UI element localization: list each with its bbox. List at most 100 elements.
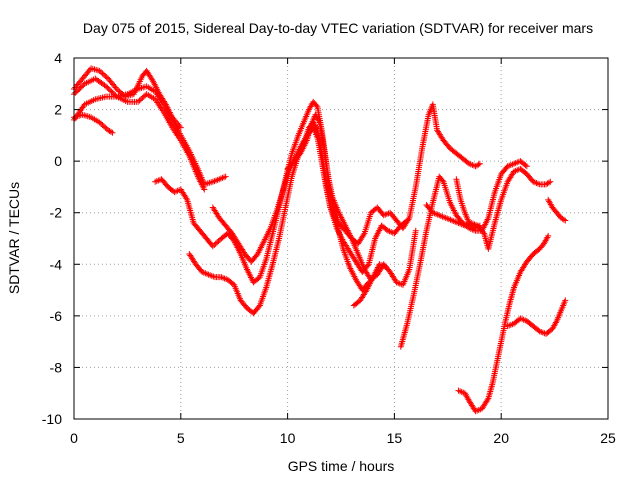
data-point <box>209 243 216 250</box>
data-point <box>111 91 118 98</box>
data-point <box>362 288 369 295</box>
data-point <box>177 124 184 131</box>
data-point <box>562 217 569 224</box>
data-point <box>75 87 82 94</box>
data-point <box>98 120 105 127</box>
x-axis: 0 5 10 15 20 25 <box>70 58 616 446</box>
data-point <box>100 71 107 78</box>
data-point <box>102 124 109 131</box>
data-point <box>183 195 190 202</box>
data-point <box>108 88 115 95</box>
data-point <box>382 263 389 270</box>
data-points <box>71 65 569 415</box>
data-point <box>77 84 84 91</box>
data-point <box>100 123 107 130</box>
data-point <box>137 96 144 103</box>
data-point <box>475 223 482 230</box>
data-point <box>76 85 83 92</box>
data-point <box>475 161 482 168</box>
data-point <box>99 70 106 77</box>
data-point <box>214 239 221 246</box>
series-group <box>455 232 552 415</box>
data-point <box>149 76 156 83</box>
data-point <box>211 241 218 248</box>
data-point <box>96 67 103 74</box>
data-point <box>108 128 115 135</box>
data-point <box>98 69 105 76</box>
data-point <box>73 88 80 95</box>
data-point <box>476 160 483 167</box>
series-group <box>71 111 116 136</box>
data-point <box>139 94 146 101</box>
data-point <box>103 83 110 90</box>
data-point <box>140 93 147 100</box>
data-point <box>104 84 111 91</box>
x-tick-label: 10 <box>280 430 296 446</box>
data-point <box>113 85 120 92</box>
data-point <box>522 162 529 169</box>
data-point <box>560 216 567 223</box>
series-group <box>350 261 389 309</box>
series-group <box>71 75 208 193</box>
data-point <box>115 87 122 94</box>
data-point <box>102 73 109 80</box>
data-point <box>402 218 409 225</box>
data-point <box>72 89 79 96</box>
x-axis-label: GPS time / hours <box>288 458 395 474</box>
y-axis-label: SDTVAR / TECUs <box>6 182 22 294</box>
y-tick-label: 2 <box>54 102 62 118</box>
data-point <box>201 186 208 193</box>
x-tick-label: 0 <box>70 430 78 446</box>
data-point <box>439 177 446 184</box>
data-point <box>99 122 106 129</box>
y-tick-label: 4 <box>54 50 62 66</box>
x-tick-label: 20 <box>493 430 509 446</box>
data-point <box>103 74 110 81</box>
chart-title: Day 075 of 2015, Sidereal Day-to-day VTE… <box>83 20 593 36</box>
data-point <box>105 85 112 92</box>
grid-lines <box>74 58 608 419</box>
y-tick-label: 0 <box>54 153 62 169</box>
data-point <box>484 396 491 403</box>
data-point <box>80 82 87 89</box>
y-tick-label: -10 <box>42 411 62 427</box>
x-tick-label: 25 <box>600 430 616 446</box>
data-point <box>116 88 123 95</box>
data-point <box>212 240 219 247</box>
data-point <box>109 129 116 136</box>
data-point <box>136 97 143 104</box>
y-tick-label: -6 <box>50 308 63 324</box>
y-tick-label: -2 <box>50 205 63 221</box>
data-point <box>222 173 229 180</box>
data-point <box>480 229 487 236</box>
data-point <box>545 179 552 186</box>
series-group <box>453 176 483 232</box>
series-group <box>545 196 569 224</box>
data-point <box>79 83 86 90</box>
data-point <box>313 102 320 109</box>
data-point <box>412 227 419 234</box>
data-point <box>215 238 222 245</box>
y-tick-label: -4 <box>50 256 63 272</box>
data-point <box>523 163 530 170</box>
series-group <box>423 165 554 252</box>
y-axis: -10 -8 -6 -4 -2 0 2 4 <box>42 50 608 427</box>
data-point <box>562 297 569 304</box>
x-tick-label: 15 <box>387 430 403 446</box>
data-point <box>255 303 262 310</box>
y-tick-label: -8 <box>50 359 63 375</box>
data-point <box>107 87 114 94</box>
plot-frame <box>73 57 609 420</box>
series-group <box>504 297 569 337</box>
data-point <box>360 231 367 238</box>
data-point <box>112 84 119 91</box>
x-tick-label: 5 <box>177 430 185 446</box>
data-point <box>404 217 411 224</box>
data-point <box>476 222 483 229</box>
data-point <box>545 232 552 239</box>
series-group <box>397 158 530 350</box>
data-point <box>547 178 554 185</box>
data-point <box>135 98 142 105</box>
data-point <box>96 119 103 126</box>
